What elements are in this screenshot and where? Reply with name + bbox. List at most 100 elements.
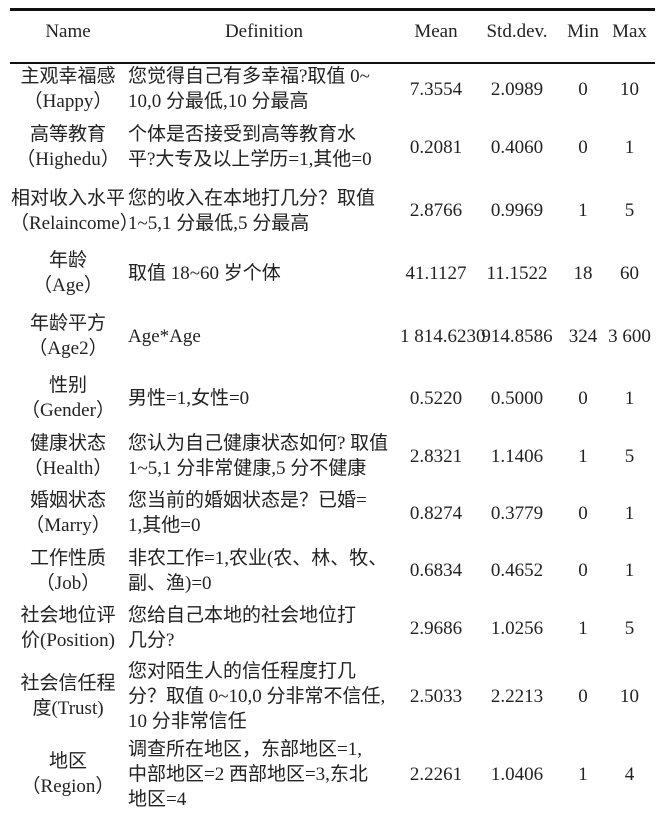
mean-cell: 0.5220 — [400, 368, 472, 428]
min-value: 1 — [578, 200, 588, 221]
header-max: Max — [612, 21, 647, 42]
variable-name-line: （Age） — [33, 275, 103, 296]
variable-name-cell: 性别 （Gender） — [10, 368, 126, 428]
variable-name-cell: 社会信任程 度(Trust) — [10, 657, 126, 735]
std-dev-cell: 2.0989 — [472, 63, 562, 115]
variable-name-line: 年龄 — [48, 250, 87, 271]
definition-cell: Age*Age — [126, 304, 400, 368]
mean-value: 0.2081 — [409, 136, 463, 158]
variable-name-cell: 工作性质 （Job） — [10, 542, 126, 599]
min-cell: 1 — [562, 428, 604, 484]
std-dev-cell: 1.1406 — [472, 428, 562, 484]
mean-value: 1 814.6230 — [400, 325, 486, 347]
std-dev-value: 0.4060 — [490, 136, 544, 158]
mean-cell: 2.8321 — [400, 428, 472, 484]
max-value: 10 — [620, 685, 639, 707]
min-cell: 1 — [562, 179, 604, 242]
definition-cell: 男性=1,女性=0 — [126, 368, 400, 428]
definition-line: 地区=4 — [128, 788, 187, 810]
definition-line: 几分? — [128, 630, 175, 651]
table-row: 性别 （Gender） 男性=1,女性=0 0.5220 0.5000 0 1 — [10, 368, 655, 428]
std-dev-cell: 914.8586 — [472, 304, 562, 368]
mean-cell: 2.2261 — [400, 735, 472, 813]
definition-line: 1~5,1 分最低,5 分最高 — [128, 212, 310, 234]
header-name: Name — [45, 21, 91, 42]
min-value: 1 — [578, 445, 588, 467]
min-cell: 0 — [562, 368, 604, 428]
mean-cell: 2.5033 — [400, 657, 472, 735]
max-value: 5 — [624, 445, 635, 467]
max-value: 3 600 — [608, 325, 651, 347]
mean-value: 0.6834 — [409, 560, 463, 581]
variable-name-line: （Region） — [21, 776, 115, 797]
variable-name-line: （Gender） — [21, 400, 115, 421]
max-cell: 5 — [604, 428, 655, 484]
max-cell: 10 — [604, 63, 655, 115]
std-dev-cell: 0.3779 — [472, 484, 562, 542]
min-cell: 0 — [562, 657, 604, 735]
table-row: 社会地位评 价(Position) 您给自己本地的社会地位打 几分? 2.9686 1.0… — [10, 599, 655, 657]
definition-cell: 您觉得自己有多幸福?取值 0~ 10,0 分最低,10 分最高 — [126, 63, 400, 115]
top-rule — [10, 8, 655, 11]
std-dev-value: 2.0989 — [490, 78, 544, 100]
variable-name-line: 高等教育 — [29, 124, 106, 145]
table-row: 社会信任程 度(Trust) 您对陌生人的信任程度打几 分？取值 0~10,0 分非常… — [10, 657, 655, 735]
mean-cell: 7.3554 — [400, 63, 472, 115]
min-value: 1 — [578, 617, 588, 639]
definition-line: 平?大专及以上学历=1,其他=0 — [128, 149, 372, 170]
mean-value: 2.8766 — [409, 200, 463, 221]
definition-line: 您的收入在本地打几分？取值 — [128, 187, 376, 209]
header-row: Name Definition Mean Std.dev. Min Max — [10, 0, 655, 63]
std-dev-cell: 0.9969 — [472, 179, 562, 242]
variable-name-line: （Relaincome） — [10, 212, 139, 234]
mean-cell: 0.6834 — [400, 542, 472, 599]
max-cell: 1 — [604, 115, 655, 179]
variable-name-line: 社会地位评 — [20, 605, 116, 626]
mean-value: 0.5220 — [409, 387, 463, 409]
std-dev-cell: 2.2213 — [472, 657, 562, 735]
table-row: 健康状态 （Health） 您认为自己健康状态如何? 取值 1~5,1 分非常健康,5… — [10, 428, 655, 484]
definition-line: 个体是否接受到高等教育水 — [128, 124, 357, 145]
max-value: 1 — [624, 560, 635, 581]
mean-cell: 0.8274 — [400, 484, 472, 542]
std-dev-value: 0.3779 — [490, 502, 544, 524]
definition-line: 1~5,1 分非常健康,5 分不健康 — [128, 458, 367, 479]
min-value: 0 — [578, 387, 588, 409]
max-value: 10 — [620, 78, 639, 100]
std-dev-cell: 1.0256 — [472, 599, 562, 657]
variable-name-line: （Health） — [23, 458, 113, 479]
variable-name-line: 度(Trust) — [32, 698, 104, 719]
table-row: 相对收入水平 （Relaincome） 您的收入在本地打几分？取值 1~5,1 分最低… — [10, 179, 655, 242]
variable-name-line: （Happy） — [23, 91, 113, 112]
std-dev-cell: 1.0406 — [472, 735, 562, 813]
definition-line: 副、渔)=0 — [128, 572, 212, 594]
max-cell: 5 — [604, 179, 655, 242]
max-cell: 60 — [604, 242, 655, 304]
table-row: 地区 （Region） 调查所在地区，东部地区=1, 中部地区=2 西部地区=3,东北… — [10, 735, 655, 813]
definition-cell: 您认为自己健康状态如何? 取值 1~5,1 分非常健康,5 分不健康 — [126, 428, 400, 484]
std-dev-cell: 0.4652 — [472, 542, 562, 599]
variable-name-line: 性别 — [48, 375, 87, 396]
min-value: 18 — [573, 262, 593, 284]
max-cell: 10 — [604, 657, 655, 735]
mean-value: 2.9686 — [409, 617, 463, 639]
std-dev-value: 0.9969 — [490, 200, 544, 221]
definition-line: 您对陌生人的信任程度打几 — [128, 660, 357, 682]
variable-name-cell: 婚姻状态 （Marry） — [10, 484, 126, 542]
header-rule — [10, 62, 655, 64]
definition-line: 调查所在地区，东部地区=1, — [128, 738, 362, 760]
min-cell: 0 — [562, 542, 604, 599]
variable-name-line: （Marry） — [25, 515, 111, 536]
min-value: 1 — [578, 763, 588, 785]
definition-cell: 个体是否接受到高等教育水 平?大专及以上学历=1,其他=0 — [126, 115, 400, 179]
definition-cell: 取值 18~60 岁个体 — [126, 242, 400, 304]
definition-line: 非农工作=1,农业(农、林、牧、 — [128, 547, 388, 569]
max-cell: 1 — [604, 484, 655, 542]
max-value: 60 — [620, 262, 639, 284]
header-std-dev: Std.dev. — [486, 21, 548, 42]
min-value: 0 — [578, 560, 588, 581]
variable-name-cell: 相对收入水平 （Relaincome） — [10, 179, 139, 242]
max-value: 1 — [624, 502, 635, 524]
std-dev-cell: 0.5000 — [472, 368, 562, 428]
